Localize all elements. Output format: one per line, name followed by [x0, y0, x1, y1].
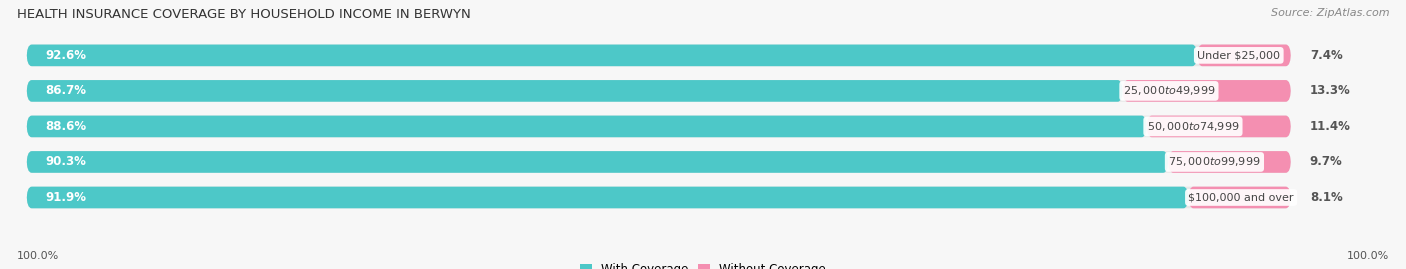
FancyBboxPatch shape — [27, 116, 1147, 137]
Text: 86.7%: 86.7% — [45, 84, 87, 97]
Text: $50,000 to $74,999: $50,000 to $74,999 — [1147, 120, 1239, 133]
Text: 9.7%: 9.7% — [1310, 155, 1343, 168]
Text: 13.3%: 13.3% — [1310, 84, 1351, 97]
FancyBboxPatch shape — [1188, 187, 1291, 208]
Text: $25,000 to $49,999: $25,000 to $49,999 — [1122, 84, 1215, 97]
FancyBboxPatch shape — [1147, 116, 1291, 137]
Legend: With Coverage, Without Coverage: With Coverage, Without Coverage — [575, 258, 831, 269]
Text: 90.3%: 90.3% — [45, 155, 87, 168]
Text: 11.4%: 11.4% — [1310, 120, 1351, 133]
FancyBboxPatch shape — [1197, 45, 1291, 66]
Text: 88.6%: 88.6% — [45, 120, 87, 133]
Text: 8.1%: 8.1% — [1310, 191, 1343, 204]
Text: 100.0%: 100.0% — [17, 251, 59, 261]
Text: 100.0%: 100.0% — [1347, 251, 1389, 261]
Text: 91.9%: 91.9% — [45, 191, 87, 204]
FancyBboxPatch shape — [27, 80, 1123, 102]
Text: Under $25,000: Under $25,000 — [1198, 50, 1281, 60]
Text: 92.6%: 92.6% — [45, 49, 87, 62]
FancyBboxPatch shape — [27, 151, 1291, 173]
FancyBboxPatch shape — [27, 116, 1291, 137]
Text: 7.4%: 7.4% — [1310, 49, 1343, 62]
Text: Source: ZipAtlas.com: Source: ZipAtlas.com — [1271, 8, 1389, 18]
FancyBboxPatch shape — [27, 80, 1291, 102]
FancyBboxPatch shape — [1122, 80, 1291, 102]
FancyBboxPatch shape — [27, 45, 1291, 66]
Text: $75,000 to $99,999: $75,000 to $99,999 — [1168, 155, 1261, 168]
FancyBboxPatch shape — [27, 151, 1168, 173]
FancyBboxPatch shape — [27, 187, 1291, 208]
FancyBboxPatch shape — [27, 187, 1188, 208]
Text: HEALTH INSURANCE COVERAGE BY HOUSEHOLD INCOME IN BERWYN: HEALTH INSURANCE COVERAGE BY HOUSEHOLD I… — [17, 8, 471, 21]
FancyBboxPatch shape — [27, 45, 1198, 66]
FancyBboxPatch shape — [1168, 151, 1291, 173]
Text: $100,000 and over: $100,000 and over — [1188, 193, 1294, 203]
